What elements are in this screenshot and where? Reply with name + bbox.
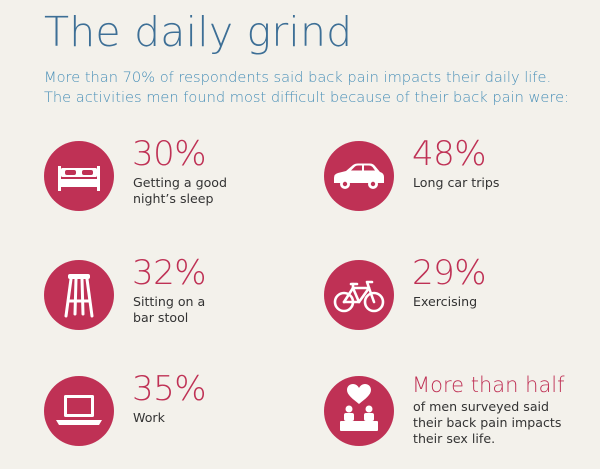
heart-couple-icon [324,376,394,446]
stat-value: 30% [132,134,207,174]
bicycle-icon [324,260,394,330]
stat-value: 35% [132,369,207,409]
stat-description: of men surveyed said their back pain imp… [413,399,562,446]
stat-description: Getting a good night’s sleep [133,175,227,206]
stat-value: 29% [412,253,487,293]
stat-description: Exercising [413,294,478,309]
bar-stool-icon [44,260,114,330]
stat-value: 32% [132,253,207,293]
bed-icon [44,141,114,211]
intro-line-2: The activities men found most difficult … [44,89,569,106]
stat-value: 48% [412,134,487,174]
stat-description: Work [133,410,165,425]
car-icon [324,141,394,211]
stat-value: More than half [412,373,565,397]
stat-description: Long car trips [413,175,500,190]
intro-text: More than 70% of respondents said back p… [44,68,569,108]
page-title: The daily grind [44,8,353,56]
laptop-icon [44,376,114,446]
stat-description: Sitting on a bar stool [133,294,206,325]
intro-line-1: More than 70% of respondents said back p… [44,69,552,86]
